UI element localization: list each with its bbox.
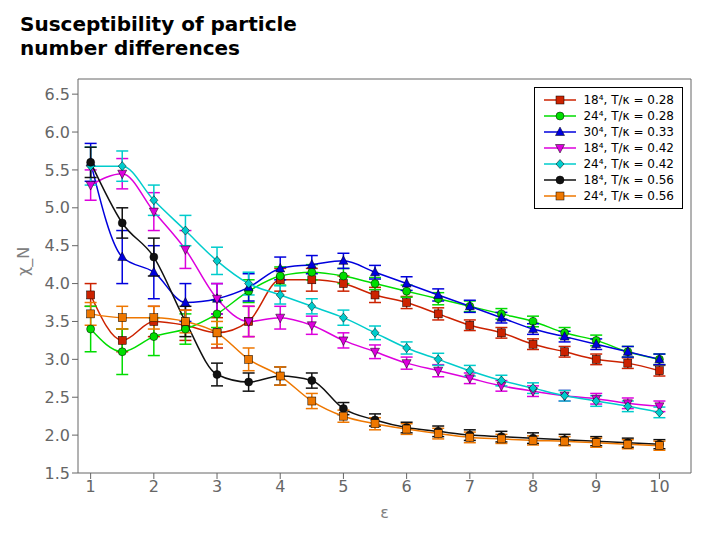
- html-text:24⁴, T/κ = 0.28: 24⁴, T/κ = 0.28: [583, 109, 674, 123]
- svg-text:4.0: 4.0: [45, 274, 70, 293]
- html-text:Susceptibility of particle: Susceptibility of particle: [20, 12, 297, 36]
- svg-text:5.0: 5.0: [45, 198, 70, 217]
- svg-text:4.5: 4.5: [45, 236, 70, 255]
- svg-text:6.0: 6.0: [45, 123, 70, 142]
- svg-text:1.5: 1.5: [45, 464, 70, 483]
- html-text:number differences: number differences: [20, 36, 240, 60]
- html-text:18⁴, T/κ = 0.28: 18⁴, T/κ = 0.28: [583, 93, 674, 107]
- svg-text:3.5: 3.5: [45, 312, 70, 331]
- svg-text:2.5: 2.5: [45, 388, 70, 407]
- html-text:24⁴, T/κ = 0.42: 24⁴, T/κ = 0.42: [583, 157, 674, 171]
- svg-text:5: 5: [338, 477, 348, 496]
- html-text:18⁴, T/κ = 0.56: 18⁴, T/κ = 0.56: [583, 173, 674, 187]
- svg-text:2: 2: [149, 477, 159, 496]
- svg-text:5.5: 5.5: [45, 161, 70, 180]
- svg-text:7: 7: [465, 477, 475, 496]
- svg-text:3.0: 3.0: [45, 350, 70, 369]
- svg-text:10: 10: [649, 477, 669, 496]
- svg-text:3: 3: [212, 477, 222, 496]
- svg-text:4: 4: [275, 477, 285, 496]
- svg-text:6: 6: [402, 477, 412, 496]
- svg-text:1: 1: [86, 477, 96, 496]
- svg-text:χ_N: χ_N: [14, 247, 34, 276]
- html-text:18⁴, T/κ = 0.42: 18⁴, T/κ = 0.42: [583, 141, 674, 155]
- svg-text:6.5: 6.5: [45, 85, 70, 104]
- svg-text:9: 9: [591, 477, 601, 496]
- html-text:24⁴, T/κ = 0.56: 24⁴, T/κ = 0.56: [583, 189, 674, 203]
- svg-text:8: 8: [528, 477, 538, 496]
- svg-text:2.0: 2.0: [45, 426, 70, 445]
- html-text:30⁴, T/κ = 0.33: 30⁴, T/κ = 0.33: [583, 125, 674, 139]
- svg-text:ε: ε: [380, 503, 389, 522]
